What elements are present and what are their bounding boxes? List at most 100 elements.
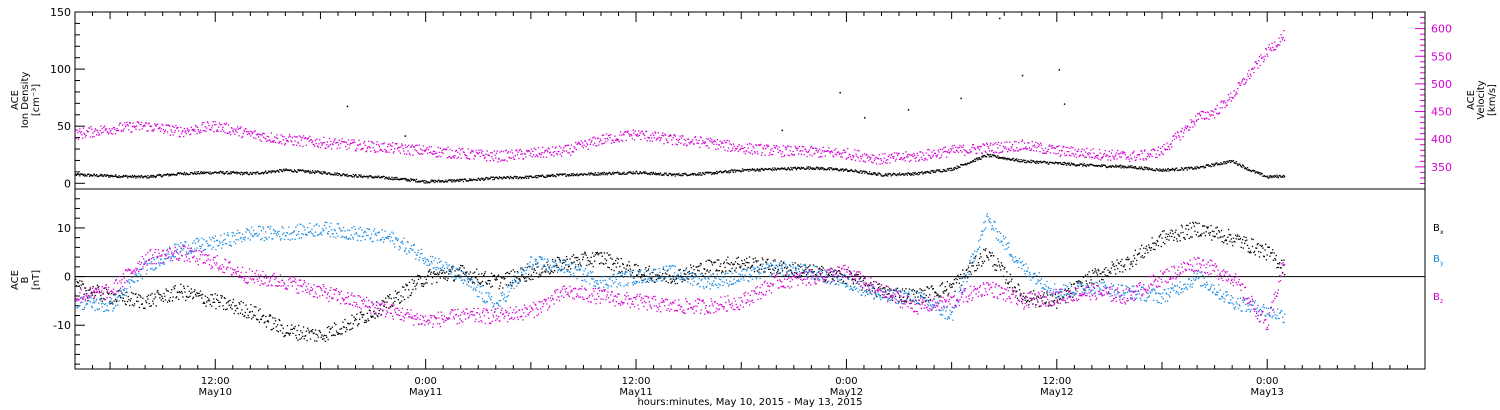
ion-density-point [838, 170, 840, 172]
bx-point [645, 267, 647, 269]
ion-density-point [633, 172, 636, 174]
velocity-point [741, 145, 743, 147]
bx-point [676, 282, 678, 285]
velocity-point [352, 141, 354, 143]
velocity-point [694, 136, 697, 138]
ion-density-point [1063, 161, 1066, 164]
ion-density-point [502, 176, 505, 179]
ion-density-point [682, 174, 684, 177]
ion-density-point [932, 171, 934, 173]
ion-density-point [780, 167, 782, 169]
velocity-point [1096, 157, 1099, 159]
velocity-point [587, 148, 589, 150]
velocity-point [1024, 147, 1026, 149]
bx-point [549, 273, 551, 275]
velocity-point [964, 154, 966, 156]
velocity-point [211, 125, 214, 127]
velocity-point [223, 123, 225, 125]
ion-density-point [901, 173, 903, 175]
velocity-point [864, 161, 866, 163]
velocity-point [675, 143, 677, 145]
bx-point [592, 265, 594, 268]
bx-point [947, 294, 949, 296]
ion-density-point [1014, 160, 1016, 162]
bx-point [370, 316, 373, 318]
ion-density-point [1111, 165, 1113, 167]
bx-point [115, 298, 117, 301]
velocity-point [414, 149, 416, 151]
ion-density-point [176, 173, 178, 175]
velocity-point [660, 136, 662, 139]
velocity-point [1279, 41, 1282, 43]
ion-density-point [416, 181, 418, 183]
ion-density-point [1142, 168, 1144, 170]
velocity-point [129, 122, 131, 124]
velocity-point [1152, 148, 1154, 150]
ion-density-point [1018, 161, 1021, 163]
bx-point [393, 297, 395, 299]
velocity-point [1002, 150, 1004, 152]
ion-density-point [301, 169, 303, 171]
ion-density-point [772, 169, 775, 171]
velocity-point [443, 148, 446, 150]
velocity-point [1237, 82, 1240, 84]
bx-point [316, 334, 319, 336]
bx-point [518, 278, 521, 280]
velocity-point [592, 144, 594, 146]
velocity-point [518, 157, 520, 160]
ion-density-point [171, 174, 173, 176]
bx-point [1084, 289, 1086, 291]
bx-point [892, 289, 894, 291]
bx-point [383, 305, 385, 307]
velocity-point [1090, 149, 1092, 151]
ion-density-point [1101, 164, 1103, 166]
ion-density-point [1071, 163, 1073, 165]
ion-density-point [923, 172, 925, 174]
velocity-point [862, 160, 864, 162]
ion-density-point [253, 172, 256, 174]
velocity-point [556, 152, 558, 155]
ion-density-point [677, 174, 679, 176]
ion-density-point [1052, 162, 1054, 164]
velocity-point [290, 139, 292, 142]
bx-point [986, 255, 988, 257]
ion-density-point [495, 176, 498, 178]
bx-point [856, 282, 858, 284]
velocity-point [1178, 135, 1180, 137]
ion-density-point [396, 178, 399, 180]
ion-density-point [359, 174, 361, 176]
ion-density-point [679, 174, 681, 176]
ion-density-point [723, 171, 725, 173]
ion-density-point [332, 173, 334, 176]
ion-density-point [147, 177, 150, 179]
velocity-point [963, 149, 965, 151]
bx-point [349, 329, 351, 331]
velocity-point [1244, 78, 1246, 80]
ion-density-point [518, 177, 520, 179]
velocity-point [493, 160, 495, 162]
ion-density-point [659, 172, 662, 174]
velocity-point [697, 142, 700, 145]
ion-density-point [174, 174, 176, 176]
velocity-point [712, 140, 714, 143]
bx-point [214, 293, 216, 295]
ion-density-point [235, 171, 237, 173]
bx-point [1056, 307, 1058, 309]
ion-density-point [651, 173, 653, 175]
ion-density-point [646, 173, 648, 175]
bx-point [1002, 265, 1004, 267]
bx-point [1080, 281, 1082, 283]
ion-density-point [359, 176, 361, 178]
bx-point [109, 300, 111, 303]
ion-density-point [707, 172, 709, 174]
velocity-point [117, 129, 119, 132]
bx-point [240, 300, 242, 303]
bx-point [432, 272, 434, 274]
velocity-point [636, 133, 638, 135]
ion-density-point [798, 167, 800, 169]
velocity-point [415, 145, 417, 147]
velocity-point [947, 151, 949, 154]
velocity-point [403, 153, 406, 155]
bx-point [676, 277, 678, 279]
bx-point [777, 268, 779, 270]
